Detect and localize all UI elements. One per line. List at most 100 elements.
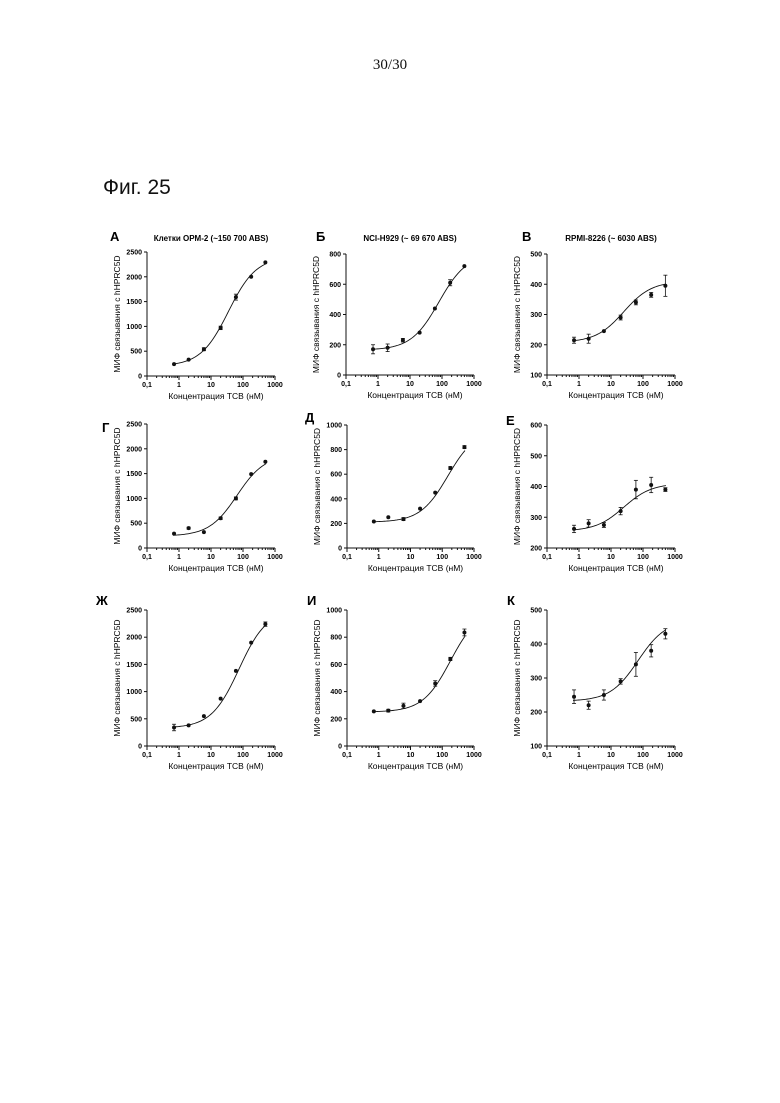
x-tick-label: 1 (577, 752, 581, 759)
y-tick-label: 200 (330, 716, 342, 723)
data-point (433, 491, 437, 495)
data-point (187, 358, 191, 362)
y-tick-label: 0 (138, 546, 142, 553)
data-point (401, 704, 405, 708)
y-tick-label: 100 (530, 373, 542, 380)
data-point (401, 338, 405, 342)
x-axis-label: Концентрация TCB (нМ) (568, 390, 663, 400)
data-point (602, 693, 606, 697)
data-point (386, 346, 390, 350)
x-tick-label: 1000 (667, 554, 683, 561)
x-tick-label: 100 (436, 554, 448, 561)
y-tick-label: 500 (530, 453, 542, 460)
data-point (448, 466, 452, 470)
y-tick-label: 400 (530, 484, 542, 491)
x-tick-label: 10 (207, 382, 215, 389)
x-tick-label: 1000 (466, 381, 482, 388)
data-point (619, 679, 623, 683)
x-tick-label: 1000 (466, 554, 482, 561)
x-tick-label: 1000 (667, 381, 683, 388)
data-point (663, 488, 667, 492)
x-tick-label: 0,1 (142, 554, 152, 561)
panel-letter: К (507, 593, 515, 608)
panel-letter: В (522, 229, 531, 244)
data-point (401, 517, 405, 521)
y-tick-label: 800 (330, 447, 342, 454)
chart-title: NCI-H929 (~ 69 670 ABS) (363, 234, 457, 243)
data-point (172, 362, 176, 366)
x-tick-label: 100 (237, 382, 249, 389)
y-tick-label: 300 (530, 676, 542, 683)
data-point (172, 726, 176, 730)
panel-letter: А (110, 229, 120, 244)
y-axis-label: МИФ связывания с hHPRC5D (112, 619, 122, 736)
fit-curve (573, 630, 666, 701)
y-tick-label: 500 (130, 716, 142, 723)
y-tick-label: 2500 (126, 250, 142, 257)
y-tick-label: 2500 (126, 422, 142, 429)
x-tick-label: 10 (607, 554, 615, 561)
x-axis-label: Концентрация TCB (нМ) (168, 391, 263, 401)
y-tick-label: 100 (530, 744, 542, 751)
data-point (249, 472, 253, 476)
x-tick-label: 0,1 (342, 554, 352, 561)
x-tick-label: 1 (177, 554, 181, 561)
data-point (619, 316, 623, 320)
y-tick-label: 500 (530, 608, 542, 615)
panel-letter: И (307, 593, 316, 608)
chart-title: RPMI-8226 (~ 6030 ABS) (565, 234, 657, 243)
y-tick-label: 1500 (126, 471, 142, 478)
data-point (202, 347, 206, 351)
chart-panel: Г050010001500200025000,11101001000Концен… (102, 420, 283, 573)
data-point (172, 532, 176, 536)
y-tick-label: 1500 (126, 299, 142, 306)
y-tick-label: 2500 (126, 608, 142, 615)
y-tick-label: 1000 (126, 496, 142, 503)
y-tick-label: 0 (138, 374, 142, 381)
data-point (663, 284, 667, 288)
x-axis-label: Концентрация TCB (нМ) (367, 390, 462, 400)
y-tick-label: 0 (338, 744, 342, 751)
chart-panel: БNCI-H929 (~ 69 670 ABS)02004006008000,1… (311, 229, 482, 400)
x-tick-label: 1 (177, 382, 181, 389)
x-tick-label: 10 (407, 554, 415, 561)
y-axis-label: МИФ связывания с hHPRC5D (112, 427, 122, 544)
y-axis-label: МИФ связывания с hHPRC5D (512, 428, 522, 545)
y-tick-label: 500 (530, 252, 542, 259)
x-axis-label: Концентрация TCB (нМ) (568, 761, 663, 771)
panel-letter: Ж (95, 593, 108, 608)
x-tick-label: 1000 (667, 752, 683, 759)
x-tick-label: 10 (607, 381, 615, 388)
data-point (587, 337, 591, 341)
x-tick-label: 0,1 (341, 381, 351, 388)
x-tick-label: 100 (637, 752, 649, 759)
panel-letter: Г (102, 420, 110, 435)
data-point (386, 515, 390, 519)
y-axis-label: МИФ связывания с hHPRC5D (512, 619, 522, 736)
x-tick-label: 1 (177, 752, 181, 759)
y-tick-label: 500 (130, 349, 142, 356)
y-axis-label: МИФ связывания с hHPRC5D (312, 619, 322, 736)
x-tick-label: 0,1 (342, 752, 352, 759)
data-point (462, 445, 466, 449)
y-tick-label: 200 (530, 710, 542, 717)
data-point (602, 329, 606, 333)
data-point (263, 622, 267, 626)
data-point (572, 527, 576, 531)
data-point (202, 714, 206, 718)
data-point (263, 460, 267, 464)
x-axis-label: Концентрация TCB (нМ) (368, 563, 463, 573)
data-point (433, 681, 437, 685)
data-point (249, 641, 253, 645)
y-tick-label: 200 (329, 342, 341, 349)
x-tick-label: 1000 (267, 554, 283, 561)
chart-panel: Д020040060080010000,11101001000Концентра… (305, 410, 482, 573)
y-tick-label: 400 (530, 282, 542, 289)
x-tick-label: 0,1 (142, 752, 152, 759)
x-axis-label: Концентрация TCB (нМ) (368, 761, 463, 771)
y-tick-label: 1000 (326, 423, 342, 430)
data-point (619, 509, 623, 513)
panel-letter: Д (305, 410, 315, 425)
y-tick-label: 800 (330, 635, 342, 642)
